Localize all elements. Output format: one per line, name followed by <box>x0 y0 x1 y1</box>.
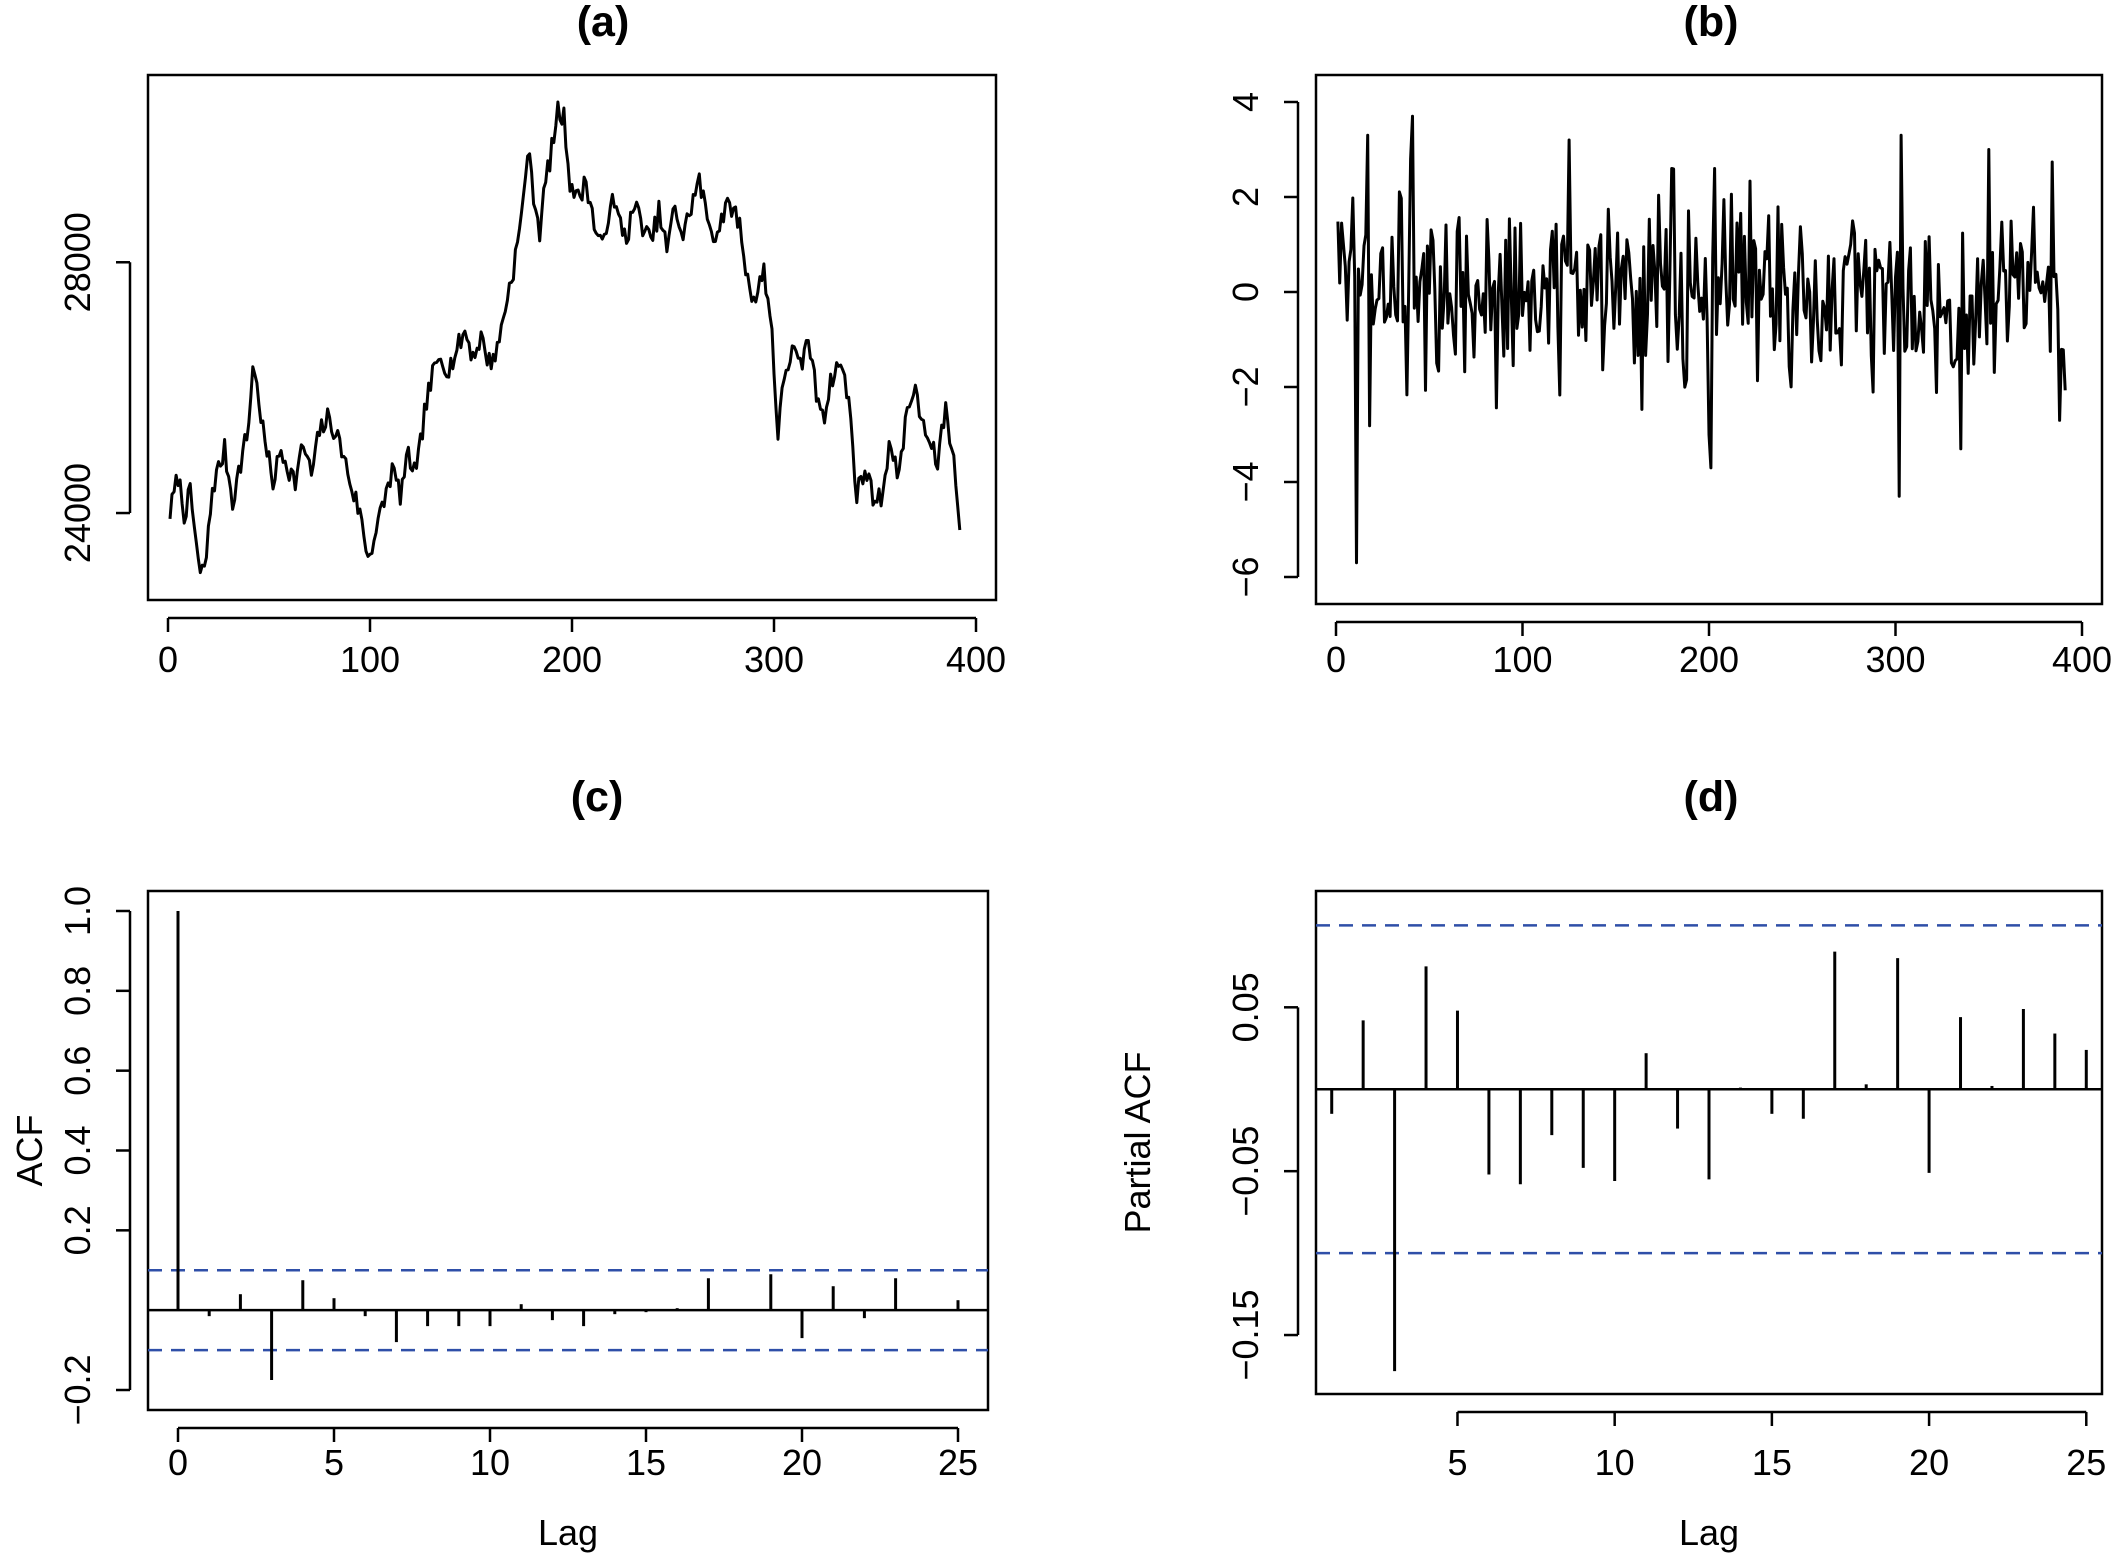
x-tick-label: 5 <box>1447 1442 1467 1483</box>
x-tick-label: 25 <box>2066 1442 2106 1483</box>
y-tick-label: 0.05 <box>1225 972 1266 1042</box>
y-tick-label: 4 <box>1225 92 1266 112</box>
panel-c-plot: (c) 0 5 10 15 20 25 −0.2 0.2 0.4 0.6 0.8 1.0 Lag ACF <box>9 773 990 1553</box>
x-tick-label: 100 <box>1492 639 1552 680</box>
panel-title: (d) <box>1684 773 1739 821</box>
x-tick-label: 20 <box>782 1442 822 1483</box>
x-axis-label: Lag <box>538 1512 598 1553</box>
y-tick-label: 0.8 <box>57 966 98 1016</box>
y-tick-label: −4 <box>1225 461 1266 502</box>
x-tick-label: 0 <box>1326 639 1346 680</box>
x-tick-label: 0 <box>158 639 178 680</box>
x-tick-label: 5 <box>324 1442 344 1483</box>
plot-frame <box>1314 889 2104 1396</box>
y-axis-label: Partial ACF <box>1117 1051 1158 1233</box>
plot-frame <box>1314 73 2104 606</box>
x-tick-label: 100 <box>340 639 400 680</box>
y-tick-label: −6 <box>1225 556 1266 597</box>
y-axis-label: ACF <box>9 1115 50 1187</box>
y-tick-label: 0 <box>1225 282 1266 302</box>
y-tick-label: 1.0 <box>57 886 98 936</box>
y-tick-label: 2 <box>1225 187 1266 207</box>
x-tick-label: 20 <box>1909 1442 1949 1483</box>
panel-title: (a) <box>577 0 630 46</box>
x-tick-label: 10 <box>470 1442 510 1483</box>
y-tick-label: −0.05 <box>1225 1126 1266 1217</box>
y-tick-label: 28000 <box>57 212 98 312</box>
panel-title: (c) <box>571 773 624 821</box>
plot-frame <box>146 889 990 1412</box>
panel-title: (b) <box>1684 0 1739 46</box>
x-tick-label: 0 <box>168 1442 188 1483</box>
y-tick-label: 0.6 <box>57 1046 98 1096</box>
panel-b-plot: (b) 0 100 200 300 400 −6 −4 −2 0 2 4 <box>1225 0 2112 680</box>
series-line <box>1336 114 2067 565</box>
y-tick-label: −2 <box>1225 366 1266 407</box>
x-tick-label: 300 <box>1865 639 1925 680</box>
x-tick-label: 25 <box>938 1442 978 1483</box>
x-tick-label: 10 <box>1595 1442 1635 1483</box>
x-tick-label: 400 <box>2052 639 2112 680</box>
y-tick-label: −0.15 <box>1225 1289 1266 1380</box>
x-tick-label: 300 <box>744 639 804 680</box>
x-tick-label: 15 <box>626 1442 666 1483</box>
y-tick-label: 24000 <box>57 463 98 563</box>
panel-d-plot: (d) 5 10 15 20 25 −0.15 −0.05 0.05 Lag Partial ACF <box>1117 773 2106 1553</box>
x-tick-label: 200 <box>542 639 602 680</box>
y-tick-label: −0.2 <box>57 1354 98 1425</box>
x-tick-label: 15 <box>1752 1442 1792 1483</box>
series-line <box>168 100 962 575</box>
x-tick-label: 200 <box>1679 639 1739 680</box>
x-axis-label: Lag <box>1679 1512 1739 1553</box>
x-tick-label: 400 <box>946 639 1006 680</box>
panel-a-plot: (a) 0 100 200 300 400 24000 28000 <box>57 0 1006 680</box>
y-tick-label: 0.2 <box>57 1205 98 1255</box>
y-tick-label: 0.4 <box>57 1125 98 1175</box>
plot-frame <box>146 73 998 602</box>
